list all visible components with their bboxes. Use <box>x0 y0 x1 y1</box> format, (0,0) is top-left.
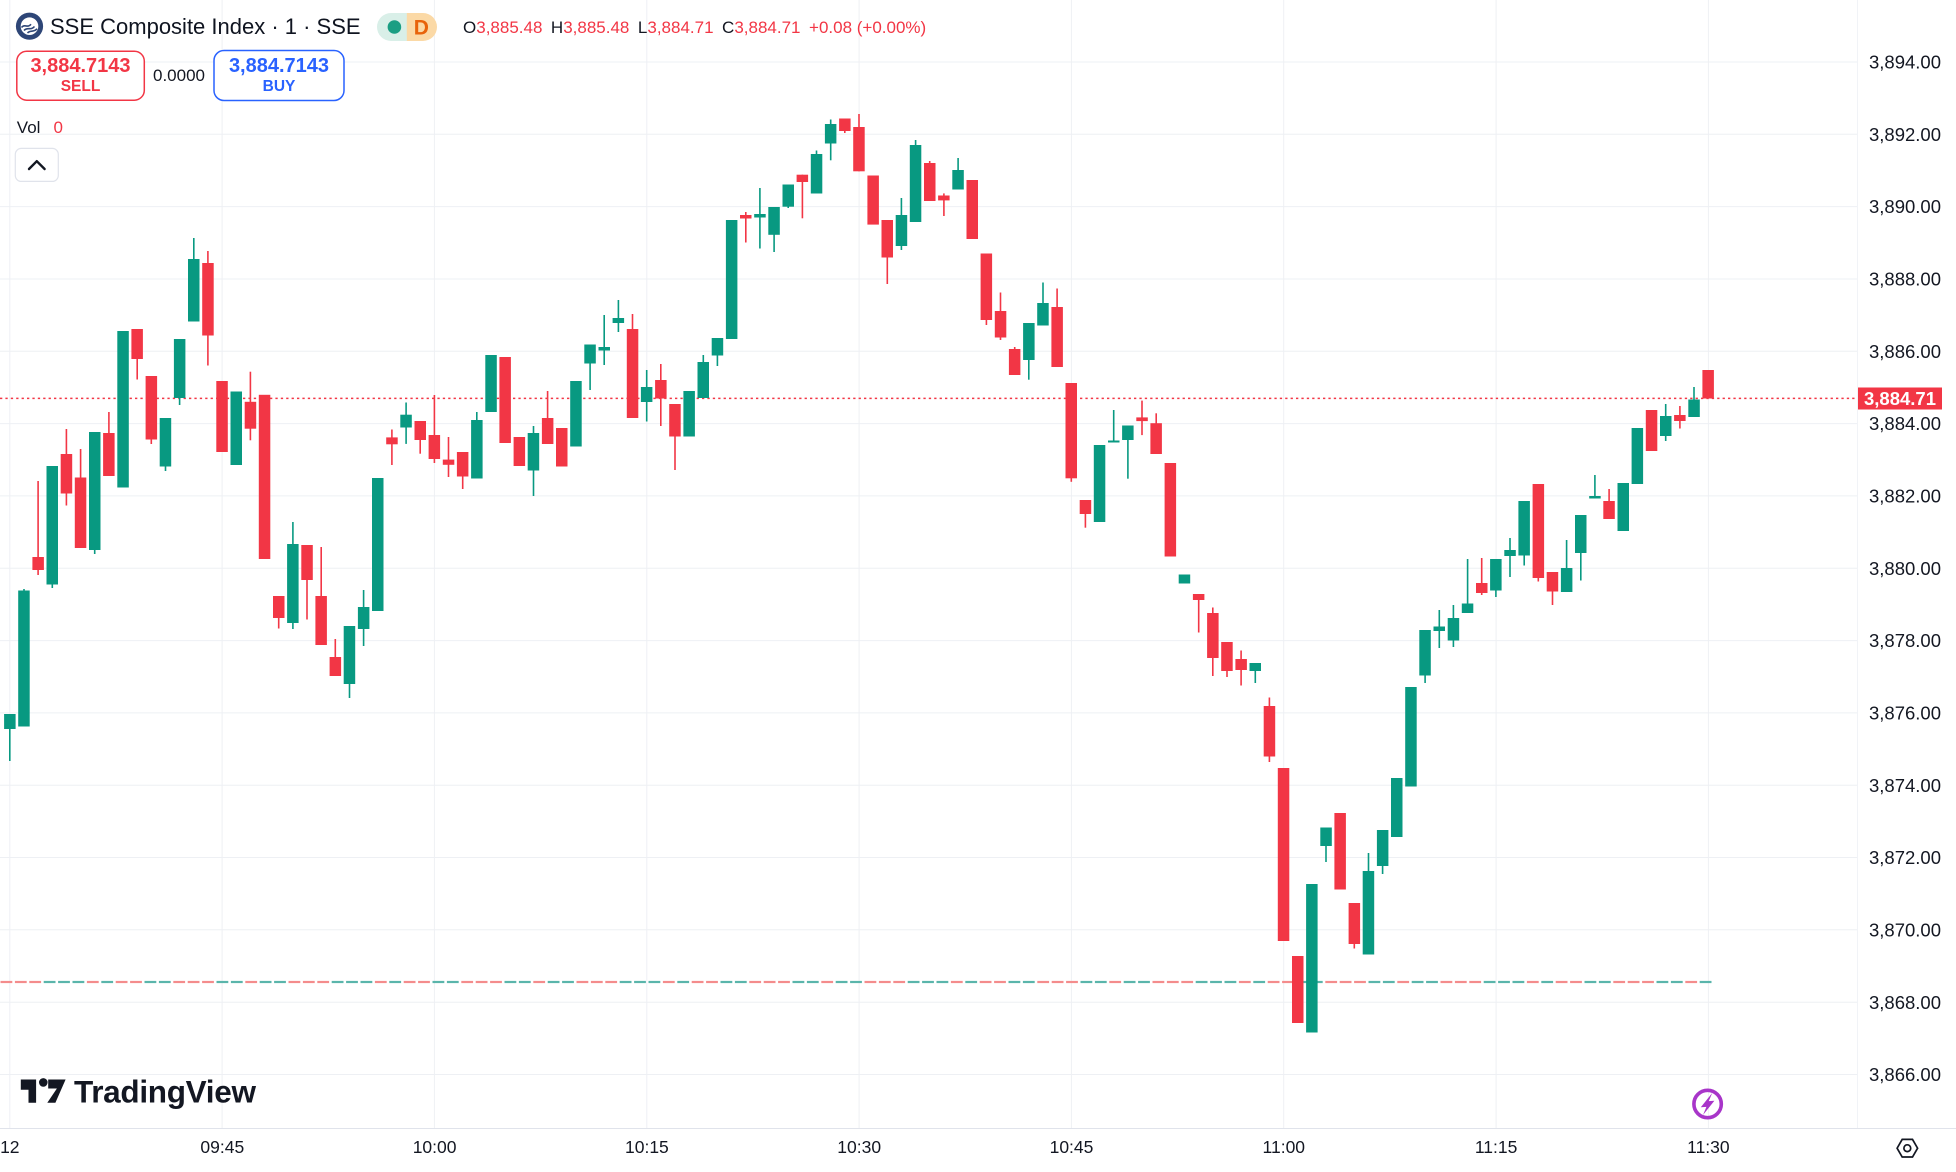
svg-text:3,884.71: 3,884.71 <box>1864 388 1936 409</box>
svg-text:3,892.00: 3,892.00 <box>1869 124 1941 145</box>
svg-text:3,886.00: 3,886.00 <box>1869 341 1941 362</box>
svg-text:3,874.00: 3,874.00 <box>1869 775 1941 796</box>
svg-text:11:00: 11:00 <box>1263 1137 1306 1157</box>
svg-text:3,884.7143: 3,884.7143 <box>30 55 130 77</box>
svg-text:3,880.00: 3,880.00 <box>1869 558 1941 579</box>
svg-text:3,882.00: 3,882.00 <box>1869 486 1941 507</box>
svg-text:TradingView: TradingView <box>74 1074 256 1110</box>
svg-text:D: D <box>414 17 429 40</box>
svg-text:12: 12 <box>0 1137 19 1157</box>
svg-text:10:45: 10:45 <box>1050 1137 1094 1157</box>
svg-text:11:30: 11:30 <box>1687 1137 1730 1157</box>
svg-text:10:00: 10:00 <box>413 1137 457 1157</box>
svg-text:SSE Composite Index · 1 · SSE: SSE Composite Index · 1 · SSE <box>50 14 361 39</box>
svg-text:3,876.00: 3,876.00 <box>1869 703 1941 724</box>
svg-text:3,888.00: 3,888.00 <box>1869 269 1941 290</box>
svg-text:09:45: 09:45 <box>200 1137 244 1157</box>
svg-text:3,884.00: 3,884.00 <box>1869 413 1941 434</box>
svg-text:10:15: 10:15 <box>625 1137 669 1157</box>
svg-text:0.0000: 0.0000 <box>153 66 205 85</box>
svg-text:11:15: 11:15 <box>1475 1137 1518 1157</box>
svg-text:3,884.7143: 3,884.7143 <box>229 55 329 77</box>
svg-text:3,878.00: 3,878.00 <box>1869 630 1941 651</box>
svg-text:3,872.00: 3,872.00 <box>1869 847 1941 868</box>
svg-text:Vol: Vol <box>17 118 41 137</box>
svg-text:3,866.00: 3,866.00 <box>1869 1064 1941 1085</box>
svg-text:3,890.00: 3,890.00 <box>1869 196 1941 217</box>
svg-text:3,894.00: 3,894.00 <box>1869 52 1941 73</box>
svg-text:O3,885.48 H3,885.48 L3,884.71: O3,885.48 H3,885.48 L3,884.71 C3,884.71 … <box>463 18 926 37</box>
svg-text:3,868.00: 3,868.00 <box>1869 992 1941 1013</box>
svg-text:3,870.00: 3,870.00 <box>1869 919 1941 940</box>
svg-text:BUY: BUY <box>263 78 296 95</box>
svg-text:SELL: SELL <box>61 78 101 95</box>
svg-text:10:30: 10:30 <box>837 1137 881 1157</box>
svg-text:0: 0 <box>54 118 63 137</box>
